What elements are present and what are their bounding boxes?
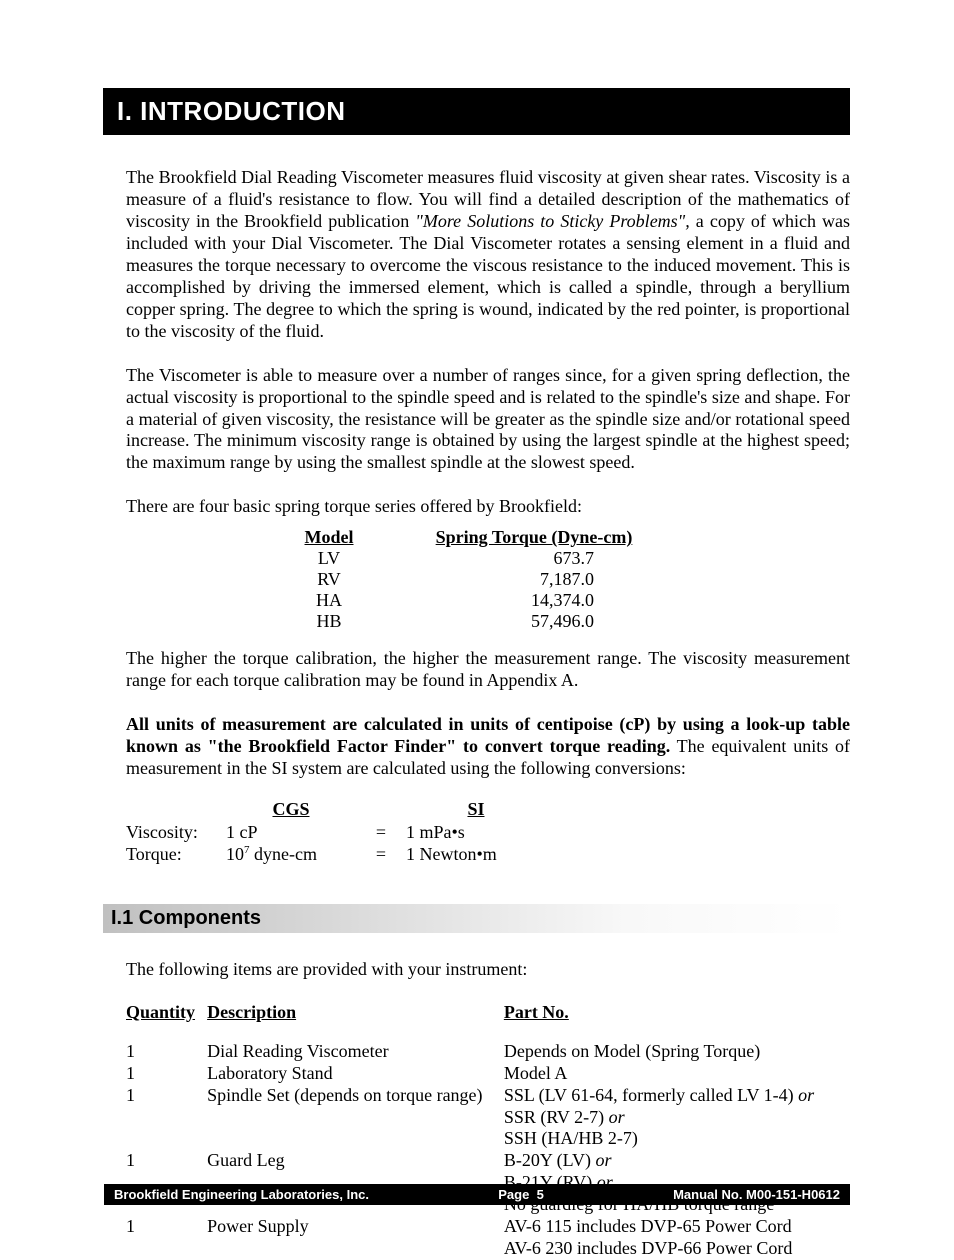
components-row: 1Spindle Set (depends on torque range)SS… xyxy=(126,1085,850,1151)
comp-cell-desc: Laboratory Stand xyxy=(207,1063,504,1085)
comp-cell-desc: Power Supply xyxy=(207,1216,504,1260)
torque-cell-model: RV xyxy=(254,569,404,590)
conv-label-torque: Torque: xyxy=(126,843,226,866)
components-header-row: Quantity Description Part No. xyxy=(126,1002,850,1023)
footer-center: Page 5 xyxy=(369,1187,673,1202)
comp-header-part: Part No. xyxy=(504,1002,850,1023)
comp-header-qty: Quantity xyxy=(126,1002,207,1023)
comp-part-line: B-20Y (LV) xyxy=(504,1150,596,1170)
p1-italic: "More Solutions to Sticky Problems", xyxy=(415,211,689,231)
conversion-table: CGS SI Viscosity: 1 cP = 1 mPa•s Torque:… xyxy=(126,798,850,866)
intro-paragraph-4: The higher the torque calibration, the h… xyxy=(126,648,850,692)
intro-paragraph-1: The Brookfield Dial Reading Viscometer m… xyxy=(126,167,850,343)
comp-cell-part: Model A xyxy=(504,1063,850,1085)
comp-cell-desc: Dial Reading Viscometer xyxy=(207,1041,504,1063)
conv-si-viscosity: 1 mPa•s xyxy=(406,821,546,844)
torque-cell-model: LV xyxy=(254,548,404,569)
comp-cell-desc: Spindle Set (depends on torque range) xyxy=(207,1085,504,1151)
comp-part-line: SSH (HA/HB 2-7) xyxy=(504,1128,638,1148)
comp-part-line: SSL (LV 61-64, formerly called LV 1-4) xyxy=(504,1085,798,1105)
comp-part-line: AV-6 230 includes DVP-66 Power Cord xyxy=(504,1238,793,1258)
torque-cell-value: 14,374.0 xyxy=(404,590,664,611)
components-row: 1Laboratory StandModel A xyxy=(126,1063,850,1085)
conv-blank xyxy=(126,798,226,821)
conv-cgs-post: dyne-cm xyxy=(250,844,317,864)
components-row: 1Dial Reading ViscometerDepends on Model… xyxy=(126,1041,850,1063)
torque-table: Model Spring Torque (Dyne-cm) LV673.7RV7… xyxy=(254,527,714,632)
comp-part-line: Depends on Model (Spring Torque) xyxy=(504,1041,760,1061)
comp-cell-qty: 1 xyxy=(126,1216,207,1260)
comp-cell-part: Depends on Model (Spring Torque) xyxy=(504,1041,850,1063)
torque-table-header: Model Spring Torque (Dyne-cm) xyxy=(254,527,714,548)
components-table: Quantity Description Part No. 1Dial Read… xyxy=(126,1002,850,1260)
comp-cell-qty: 1 xyxy=(126,1063,207,1085)
footer-left: Brookfield Engineering Laboratories, Inc… xyxy=(114,1187,369,1202)
conv-eq-viscosity: = xyxy=(356,821,406,844)
comp-part-line: Model A xyxy=(504,1063,568,1083)
conversion-row-torque: Torque: 107 dyne-cm = 1 Newton•m xyxy=(126,843,850,866)
comp-part-italic: or xyxy=(596,1150,612,1170)
torque-header-spring: Spring Torque (Dyne-cm) xyxy=(404,527,664,548)
conversion-row-viscosity: Viscosity: 1 cP = 1 mPa•s xyxy=(126,821,850,844)
section-header: I. INTRODUCTION xyxy=(103,88,850,135)
conv-label-viscosity: Viscosity: xyxy=(126,821,226,844)
conv-cgs-viscosity: 1 cP xyxy=(226,821,356,844)
torque-cell-model: HB xyxy=(254,611,404,632)
footer-page-label: Page xyxy=(498,1187,529,1202)
conversion-header-row: CGS SI xyxy=(126,798,850,821)
footer-right: Manual No. M00-151-H0612 xyxy=(673,1187,840,1202)
comp-part-line: AV-6 115 includes DVP-65 Power Cord xyxy=(504,1216,792,1236)
conv-cgs-pre: 10 xyxy=(226,844,244,864)
comp-part-italic: or xyxy=(609,1107,625,1127)
torque-header-model: Model xyxy=(254,527,404,548)
torque-row: HA14,374.0 xyxy=(254,590,714,611)
torque-cell-value: 673.7 xyxy=(404,548,664,569)
comp-cell-qty: 1 xyxy=(126,1041,207,1063)
conv-blank2 xyxy=(356,798,406,821)
components-lead: The following items are provided with yo… xyxy=(126,959,850,980)
torque-cell-value: 7,187.0 xyxy=(404,569,664,590)
page: I. INTRODUCTION The Brookfield Dial Read… xyxy=(0,0,954,1260)
page-footer: Brookfield Engineering Laboratories, Inc… xyxy=(104,1184,850,1205)
conv-si-torque: 1 Newton•m xyxy=(406,843,546,866)
intro-paragraph-5: All units of measurement are calculated … xyxy=(126,714,850,780)
comp-part-line: SSR (RV 2-7) xyxy=(504,1107,609,1127)
comp-cell-qty: 1 xyxy=(126,1085,207,1151)
conv-eq-torque: = xyxy=(356,843,406,866)
comp-cell-part: AV-6 115 includes DVP-65 Power CordAV-6 … xyxy=(504,1216,850,1260)
torque-cell-value: 57,496.0 xyxy=(404,611,664,632)
components-row: 1Power SupplyAV-6 115 includes DVP-65 Po… xyxy=(126,1216,850,1260)
comp-part-italic: or xyxy=(798,1085,814,1105)
torque-row: LV673.7 xyxy=(254,548,714,569)
torque-row: HB57,496.0 xyxy=(254,611,714,632)
conv-cgs-torque: 107 dyne-cm xyxy=(226,843,356,866)
subsection-header: I.1 Components xyxy=(103,904,850,933)
intro-paragraph-3: There are four basic spring torque serie… xyxy=(126,496,850,517)
torque-cell-model: HA xyxy=(254,590,404,611)
torque-row: RV7,187.0 xyxy=(254,569,714,590)
conv-header-cgs: CGS xyxy=(226,798,356,821)
intro-paragraph-2: The Viscometer is able to measure over a… xyxy=(126,365,850,475)
conv-header-si: SI xyxy=(406,798,546,821)
comp-header-desc: Description xyxy=(207,1002,504,1023)
footer-page-num: 5 xyxy=(537,1187,544,1202)
comp-cell-part: SSL (LV 61-64, formerly called LV 1-4) o… xyxy=(504,1085,850,1151)
